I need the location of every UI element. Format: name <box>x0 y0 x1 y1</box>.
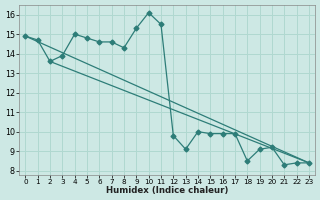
X-axis label: Humidex (Indice chaleur): Humidex (Indice chaleur) <box>106 186 228 195</box>
